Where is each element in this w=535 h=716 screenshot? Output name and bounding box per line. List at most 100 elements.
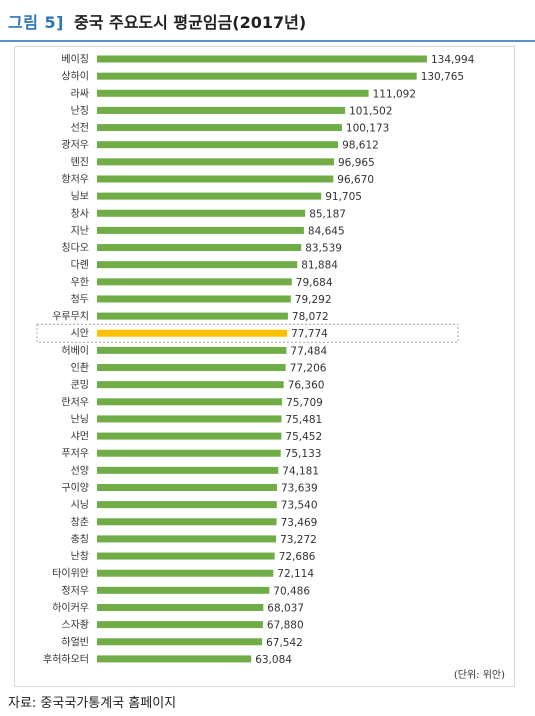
category-label: 다롄 — [71, 259, 89, 271]
bar — [97, 346, 287, 354]
category-label: 지난 — [71, 225, 89, 237]
value-label: 96,670 — [337, 174, 374, 186]
bar — [97, 55, 427, 63]
value-label: 79,292 — [295, 294, 332, 306]
value-label: 63,084 — [255, 654, 292, 666]
bar — [97, 124, 342, 132]
bar — [97, 535, 277, 543]
value-label: 81,884 — [301, 260, 338, 272]
value-label: 73,469 — [281, 517, 318, 529]
value-label: 100,173 — [346, 123, 389, 135]
bar — [97, 415, 282, 423]
category-label: 구이양 — [61, 482, 89, 494]
category-label: 샤먼 — [71, 431, 89, 443]
value-label: 75,452 — [285, 431, 322, 443]
category-label: 선전 — [71, 122, 89, 134]
value-label: 130,765 — [421, 71, 464, 83]
category-label: 하얼빈 — [61, 635, 89, 648]
bar — [97, 312, 288, 320]
category-label: 라싸 — [71, 88, 89, 100]
bar — [97, 261, 298, 269]
category-label: 우한 — [71, 276, 89, 288]
bar — [97, 569, 274, 577]
bar — [97, 158, 334, 166]
bar — [97, 295, 291, 303]
bar — [97, 381, 284, 389]
bar — [97, 398, 283, 406]
value-label: 84,645 — [308, 225, 345, 237]
bar — [97, 432, 282, 440]
bar — [97, 364, 286, 372]
bar — [97, 603, 264, 611]
value-label: 83,539 — [305, 243, 342, 255]
category-label: 하이커우 — [52, 601, 89, 614]
bar — [97, 209, 306, 217]
value-label: 77,484 — [290, 345, 327, 357]
value-label: 134,994 — [431, 54, 475, 66]
category-label: 창사 — [71, 208, 89, 220]
value-label: 98,612 — [342, 140, 379, 152]
category-label: 후허하오터 — [43, 652, 89, 665]
category-label: 인촨 — [71, 362, 89, 374]
bar-highlight — [97, 329, 288, 337]
category-label: 닝보 — [71, 191, 89, 203]
category-label: 우루무치 — [52, 311, 89, 323]
value-label: 75,481 — [286, 414, 323, 426]
category-label: 시닝 — [71, 499, 89, 511]
bar — [97, 226, 304, 234]
bar — [97, 552, 275, 560]
figure-label: 그림 5] — [8, 13, 64, 32]
value-label: 75,133 — [285, 448, 322, 460]
category-label: 청두 — [71, 293, 89, 305]
bar — [97, 518, 277, 526]
category-label: 시안 — [71, 328, 89, 340]
title-rule — [0, 40, 535, 42]
bar — [97, 449, 281, 457]
bar — [97, 278, 292, 286]
category-label: 베이징 — [61, 54, 89, 66]
bar — [97, 586, 270, 594]
category-label: 정저우 — [61, 585, 89, 597]
value-label: 73,272 — [280, 534, 317, 546]
value-label: 77,774 — [291, 328, 328, 340]
bar — [97, 655, 252, 663]
chart-frame — [14, 46, 515, 687]
value-label: 101,502 — [349, 105, 392, 117]
value-label: 67,880 — [267, 620, 304, 632]
category-label: 쿤밍 — [71, 379, 89, 391]
bar — [97, 72, 417, 80]
category-label: 충칭 — [71, 533, 89, 545]
value-label: 67,542 — [266, 637, 303, 649]
value-label: 78,072 — [292, 311, 329, 323]
value-label: 72,686 — [279, 551, 316, 563]
highlight-box — [36, 323, 459, 343]
value-label: 70,486 — [273, 585, 310, 597]
value-label: 75,709 — [286, 397, 323, 409]
category-label: 타이위안 — [52, 567, 89, 580]
value-label: 91,705 — [325, 191, 362, 203]
bar — [97, 466, 279, 474]
category-label: 허베이 — [61, 345, 89, 357]
bar — [97, 192, 322, 200]
figure-title-row: 그림 5] 중국 주요도시 평균임금(2017년) — [8, 4, 306, 38]
category-label: 톈진 — [71, 156, 89, 168]
unit-note: (단위: 위안) — [453, 670, 505, 681]
bar — [97, 484, 277, 491]
category-label: 난징 — [71, 105, 89, 117]
value-label: 68,037 — [267, 602, 304, 614]
value-label: 72,114 — [277, 568, 314, 580]
value-label: 85,187 — [309, 208, 346, 220]
category-label: 푸저우 — [61, 448, 89, 460]
category-label: 스자좡 — [61, 619, 89, 631]
value-label: 73,639 — [281, 483, 318, 495]
source-note: 자료: 중국국가통계국 홈페이지 — [8, 696, 177, 711]
category-label: 항저우 — [61, 173, 89, 185]
figure-title: 중국 주요도시 평균임금(2017년) — [73, 13, 307, 32]
value-label: 73,540 — [281, 500, 318, 512]
bar — [97, 621, 263, 629]
category-label: 광저우 — [61, 139, 89, 151]
category-label: 칭다오 — [61, 242, 89, 254]
bar — [97, 244, 302, 252]
bar — [97, 89, 369, 97]
